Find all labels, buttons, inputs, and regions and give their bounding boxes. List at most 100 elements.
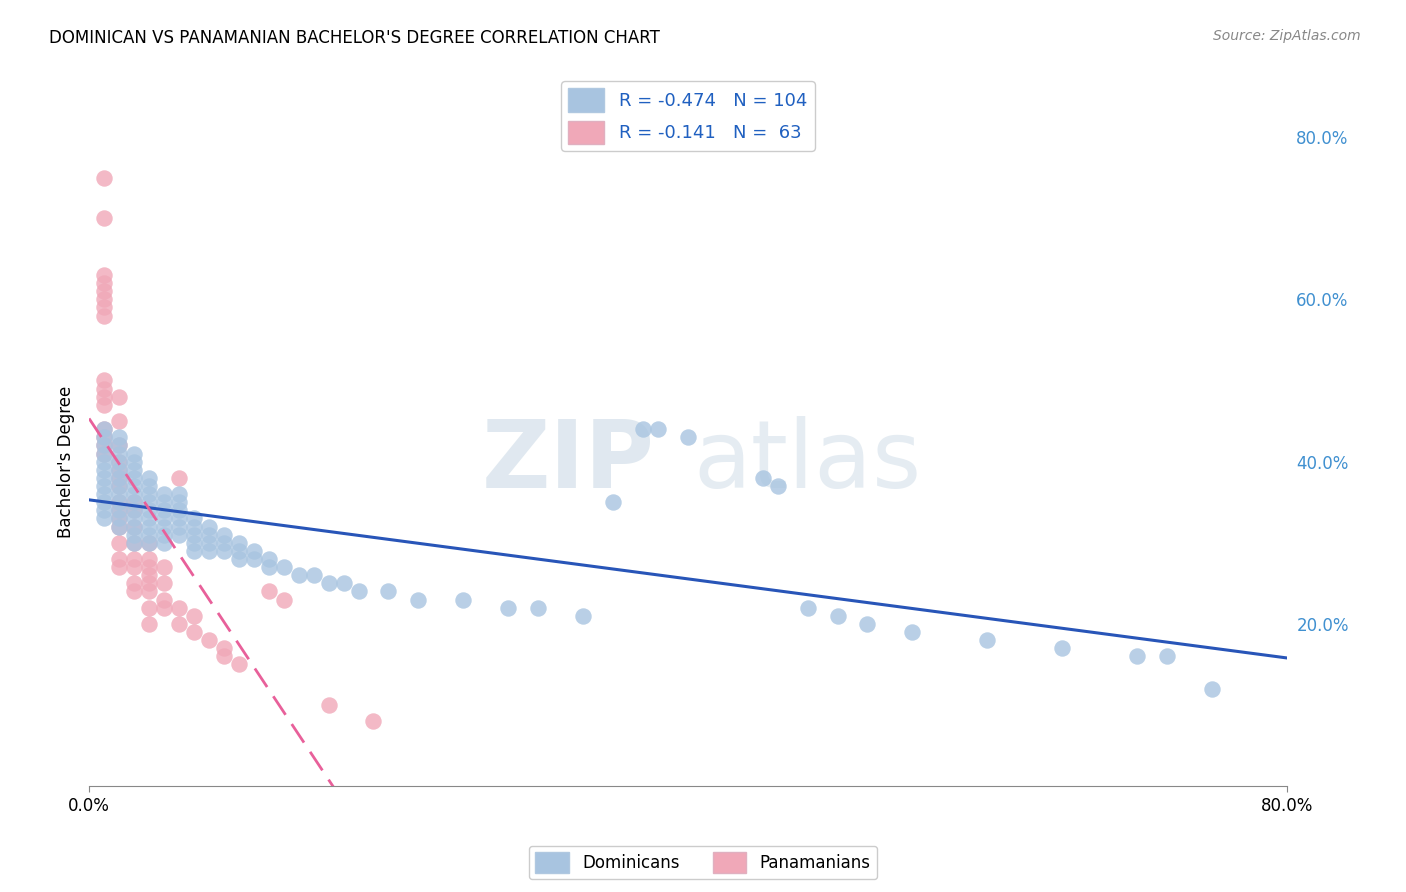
Point: [108, 446, 131, 460]
Point: [138, 584, 160, 599]
Point: [167, 527, 190, 541]
Point: [153, 511, 176, 525]
Point: [377, 584, 399, 599]
Point: [273, 592, 295, 607]
Point: [1050, 641, 1073, 656]
Point: [167, 487, 190, 501]
Point: [153, 535, 176, 549]
Point: [228, 535, 250, 549]
Point: [138, 503, 160, 517]
Point: [93, 479, 115, 493]
Point: [93, 503, 115, 517]
Point: [273, 560, 295, 574]
Point: [93, 398, 115, 412]
Point: [766, 479, 789, 493]
Point: [167, 616, 190, 631]
Point: [122, 511, 145, 525]
Point: [93, 438, 115, 452]
Point: [827, 608, 849, 623]
Point: [647, 422, 669, 436]
Point: [108, 503, 131, 517]
Point: [122, 560, 145, 574]
Point: [122, 552, 145, 566]
Point: [183, 535, 205, 549]
Point: [198, 527, 221, 541]
Point: [122, 519, 145, 533]
Point: [93, 293, 115, 307]
Point: [108, 495, 131, 509]
Point: [122, 503, 145, 517]
Point: [93, 446, 115, 460]
Point: [93, 446, 115, 460]
Point: [527, 600, 550, 615]
Point: [242, 552, 264, 566]
Point: [167, 503, 190, 517]
Point: [153, 600, 176, 615]
Point: [108, 503, 131, 517]
Text: atlas: atlas: [693, 416, 922, 508]
Point: [122, 495, 145, 509]
Point: [167, 495, 190, 509]
Point: [167, 511, 190, 525]
Point: [93, 430, 115, 444]
Point: [856, 616, 879, 631]
Point: [122, 495, 145, 509]
Point: [93, 268, 115, 282]
Point: [122, 535, 145, 549]
Point: [1126, 649, 1149, 664]
Point: [408, 592, 430, 607]
Point: [93, 422, 115, 436]
Point: [153, 592, 176, 607]
Point: [901, 625, 924, 640]
Point: [183, 519, 205, 533]
Point: [93, 211, 115, 226]
Point: [1156, 649, 1178, 664]
Point: [167, 600, 190, 615]
Point: [153, 560, 176, 574]
Point: [93, 285, 115, 299]
Point: [108, 495, 131, 509]
Point: [93, 511, 115, 525]
Text: DOMINICAN VS PANAMANIAN BACHELOR'S DEGREE CORRELATION CHART: DOMINICAN VS PANAMANIAN BACHELOR'S DEGRE…: [49, 29, 659, 46]
Point: [138, 495, 160, 509]
Point: [108, 519, 131, 533]
Point: [93, 374, 115, 388]
Point: [183, 625, 205, 640]
Point: [93, 276, 115, 290]
Point: [183, 511, 205, 525]
Point: [212, 544, 235, 558]
Point: [108, 463, 131, 477]
Point: [108, 560, 131, 574]
Point: [676, 430, 699, 444]
Point: [138, 535, 160, 549]
Point: [332, 576, 354, 591]
Point: [93, 301, 115, 315]
Point: [122, 527, 145, 541]
Legend: R = -0.474   N = 104, R = -0.141   N =  63: R = -0.474 N = 104, R = -0.141 N = 63: [561, 81, 814, 151]
Point: [212, 527, 235, 541]
Point: [93, 455, 115, 469]
Point: [108, 455, 131, 469]
Point: [93, 463, 115, 477]
Point: [1201, 681, 1223, 696]
Point: [287, 568, 309, 582]
Point: [108, 479, 131, 493]
Point: [108, 519, 131, 533]
Point: [631, 422, 654, 436]
Point: [153, 519, 176, 533]
Point: [108, 487, 131, 501]
Point: [198, 633, 221, 648]
Point: [138, 527, 160, 541]
Point: [122, 584, 145, 599]
Point: [108, 471, 131, 485]
Point: [108, 535, 131, 549]
Point: [93, 422, 115, 436]
Text: Source: ZipAtlas.com: Source: ZipAtlas.com: [1213, 29, 1361, 43]
Point: [108, 511, 131, 525]
Point: [167, 519, 190, 533]
Point: [183, 544, 205, 558]
Point: [108, 552, 131, 566]
Point: [751, 471, 773, 485]
Point: [138, 568, 160, 582]
Point: [302, 568, 325, 582]
